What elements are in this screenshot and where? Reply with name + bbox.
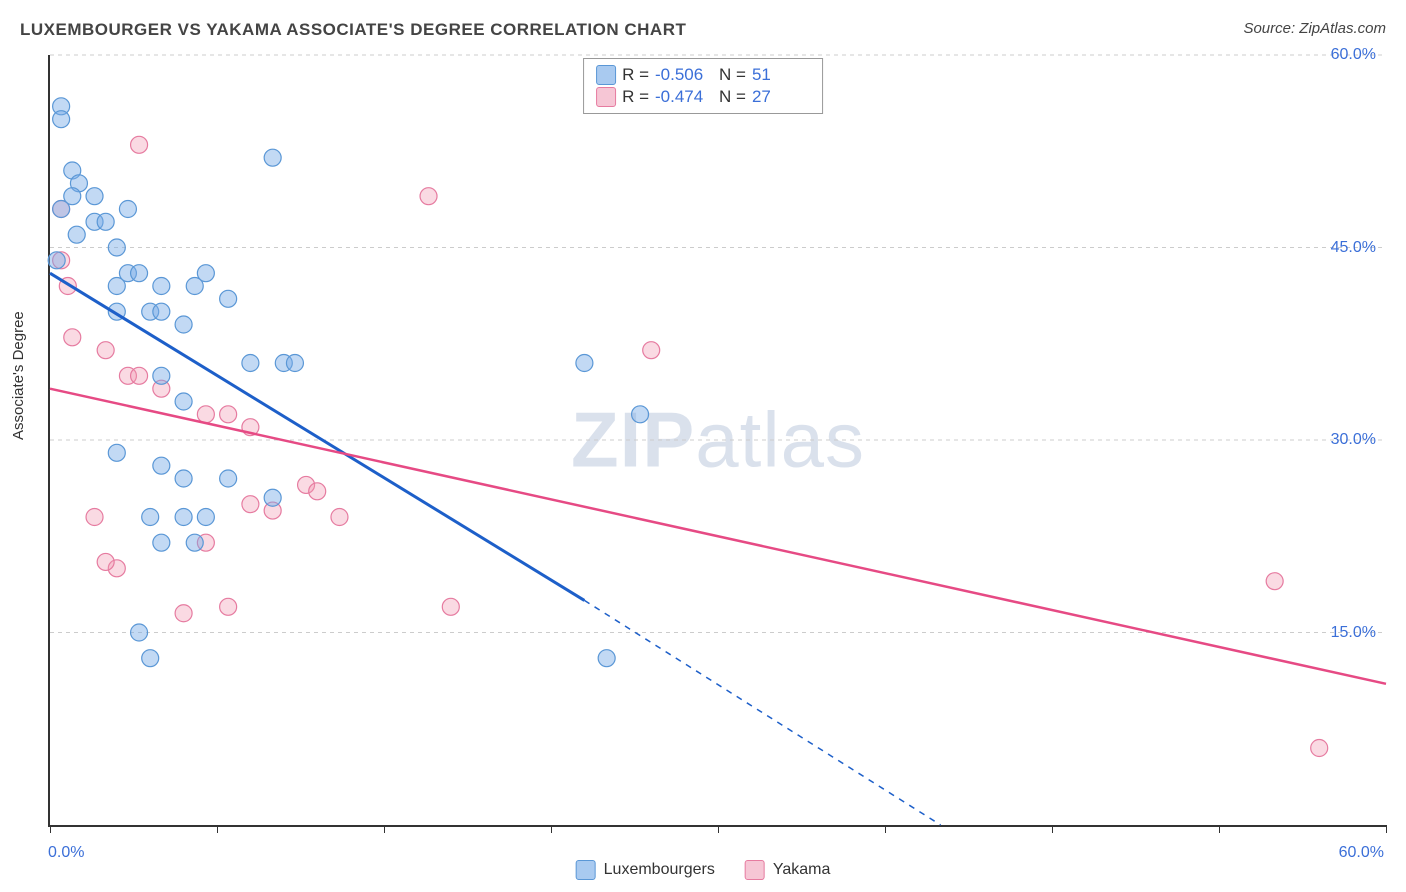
r-label-lux: R = [622, 65, 649, 85]
legend-item-luxembourgers: Luxembourgers [576, 860, 715, 880]
swatch-luxembourgers [596, 65, 616, 85]
r-value-lux: -0.506 [655, 65, 713, 85]
legend-swatch-lux [576, 860, 596, 880]
legend-swatch-yak [745, 860, 765, 880]
x-tick [50, 825, 51, 833]
x-max-label: 60.0% [1339, 844, 1384, 862]
chart-title: LUXEMBOURGER VS YAKAMA ASSOCIATE'S DEGRE… [20, 20, 686, 40]
legend-label-lux: Luxembourgers [604, 861, 715, 879]
x-tick [384, 825, 385, 833]
x-tick [1219, 825, 1220, 833]
x-tick [217, 825, 218, 833]
n-label-lux: N = [719, 65, 746, 85]
stats-legend: R = -0.506 N = 51 R = -0.474 N = 27 [583, 58, 823, 114]
y-tick-label: 15.0% [1331, 624, 1376, 642]
series-legend: Luxembourgers Yakama [576, 860, 831, 880]
plot-area: ZIPatlas 15.0%30.0%45.0%60.0% [48, 55, 1386, 827]
n-value-lux: 51 [752, 65, 810, 85]
stats-row-yakama: R = -0.474 N = 27 [596, 86, 810, 108]
x-tick [718, 825, 719, 833]
legend-label-yak: Yakama [773, 861, 831, 879]
swatch-yakama [596, 87, 616, 107]
source-attribution: Source: ZipAtlas.com [1243, 20, 1386, 37]
n-label-yak: N = [719, 87, 746, 107]
x-min-label: 0.0% [48, 844, 84, 862]
legend-item-yakama: Yakama [745, 860, 831, 880]
r-value-yak: -0.474 [655, 87, 713, 107]
x-tick [885, 825, 886, 833]
stats-row-luxembourgers: R = -0.506 N = 51 [596, 64, 810, 86]
x-tick [1052, 825, 1053, 833]
x-tick [1386, 825, 1387, 833]
y-tick-label: 45.0% [1331, 239, 1376, 257]
r-label-yak: R = [622, 87, 649, 107]
y-tick-label: 30.0% [1331, 431, 1376, 449]
chart-svg [50, 55, 1386, 825]
x-tick [551, 825, 552, 833]
n-value-yak: 27 [752, 87, 810, 107]
y-axis-label: Associate's Degree [10, 311, 27, 440]
chart-container: LUXEMBOURGER VS YAKAMA ASSOCIATE'S DEGRE… [0, 0, 1406, 892]
y-tick-label: 60.0% [1331, 46, 1376, 64]
